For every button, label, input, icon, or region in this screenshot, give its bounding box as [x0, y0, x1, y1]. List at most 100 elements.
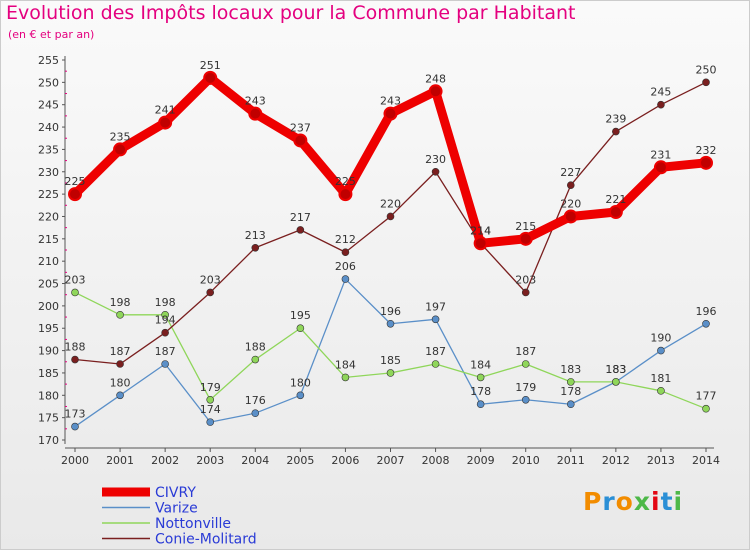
data-point: [206, 395, 215, 404]
y-tick-label: 245: [38, 99, 59, 112]
data-point: [657, 100, 665, 109]
x-tick-label: 2006: [331, 454, 359, 467]
data-point: [521, 360, 530, 368]
data-label: 196: [696, 305, 717, 318]
data-point: [296, 324, 305, 333]
x-tick-label: 2000: [61, 454, 89, 467]
data-label: 237: [290, 121, 311, 134]
data-point: [428, 84, 443, 99]
data-point: [296, 226, 305, 234]
data-label: 245: [650, 86, 671, 99]
logo-letter: i: [651, 487, 661, 516]
data-point: [566, 400, 575, 409]
data-label: 214: [470, 224, 491, 237]
data-label: 250: [696, 63, 717, 76]
data-label: 178: [560, 385, 581, 398]
proxiti-logo: Proxiti: [583, 487, 683, 516]
data-label: 187: [110, 345, 131, 358]
data-label: 177: [696, 390, 717, 403]
data-point: [116, 311, 124, 319]
data-point: [702, 78, 710, 87]
legend-label: Varize: [155, 501, 198, 517]
data-point: [612, 127, 620, 136]
data-point: [206, 418, 215, 426]
y-tick-label: 235: [38, 143, 59, 156]
data-point: [206, 288, 215, 297]
data-point: [341, 248, 350, 257]
data-point: [203, 70, 218, 85]
data-point: [116, 360, 124, 368]
data-label: 225: [335, 175, 356, 188]
data-label: 203: [65, 273, 86, 286]
logo-letter: t: [660, 487, 674, 516]
logo-letter: x: [633, 487, 651, 516]
data-label: 185: [380, 354, 401, 367]
data-label: 181: [650, 372, 671, 385]
legend-label: Conie-Molitard: [155, 532, 257, 548]
x-tick-label: 2007: [377, 454, 405, 467]
series-layer: [68, 70, 713, 431]
data-point: [161, 328, 169, 337]
data-point: [386, 369, 395, 377]
data-label: 227: [560, 166, 581, 179]
data-point: [386, 212, 395, 221]
data-label: 203: [515, 273, 536, 286]
y-tick-label: 255: [38, 54, 59, 67]
data-label: 173: [65, 408, 86, 421]
data-label: 220: [380, 197, 401, 210]
logo-letter: i: [673, 487, 684, 516]
y-tick-label: 215: [38, 233, 59, 246]
data-point: [431, 360, 440, 368]
data-label: 180: [290, 376, 311, 389]
x-tick-label: 2013: [647, 454, 675, 467]
data-label: 243: [245, 95, 266, 108]
data-label: 221: [605, 193, 626, 206]
data-point: [341, 275, 350, 283]
y-tick-label: 195: [38, 322, 59, 335]
x-tick-label: 2008: [422, 454, 450, 467]
data-point: [476, 373, 485, 382]
data-label: 231: [650, 148, 671, 161]
y-tick-label: 190: [38, 345, 59, 358]
x-tick-label: 2009: [467, 454, 495, 467]
data-point: [383, 106, 398, 121]
x-tick-label: 2004: [241, 454, 269, 467]
data-label: 217: [290, 211, 311, 224]
data-point: [476, 400, 485, 409]
y-tick-label: 180: [38, 389, 59, 402]
data-point: [71, 355, 79, 364]
logo-letter: o: [615, 487, 634, 516]
y-tick-label: 205: [38, 278, 59, 291]
data-label: 178: [470, 385, 491, 398]
x-tick-label: 2014: [692, 454, 720, 467]
data-point: [699, 155, 713, 170]
data-point: [563, 209, 578, 224]
legend-label: Nottonville: [155, 516, 231, 532]
y-tick-label: 225: [38, 188, 59, 201]
data-point: [251, 243, 260, 252]
data-label: 195: [290, 309, 311, 322]
data-label: 248: [425, 72, 446, 85]
data-label: 235: [110, 130, 131, 143]
data-point: [431, 167, 440, 176]
data-label: 214: [470, 224, 491, 237]
x-tick-label: 2010: [512, 454, 540, 467]
data-point: [293, 133, 308, 148]
data-point: [251, 409, 260, 417]
data-label: 188: [245, 341, 266, 354]
data-point: [566, 181, 575, 189]
data-label: 212: [335, 233, 356, 246]
data-label: 183: [560, 363, 581, 376]
y-tick-label: 240: [38, 121, 59, 134]
data-point: [657, 387, 665, 395]
data-label: 198: [155, 296, 176, 309]
data-point: [116, 391, 124, 400]
logo-letter: P: [583, 487, 603, 516]
y-tick-label: 185: [38, 367, 59, 380]
data-label: 196: [380, 305, 401, 318]
y-tick-label: 170: [38, 434, 59, 447]
data-label: 174: [200, 403, 221, 416]
data-point: [657, 346, 665, 355]
